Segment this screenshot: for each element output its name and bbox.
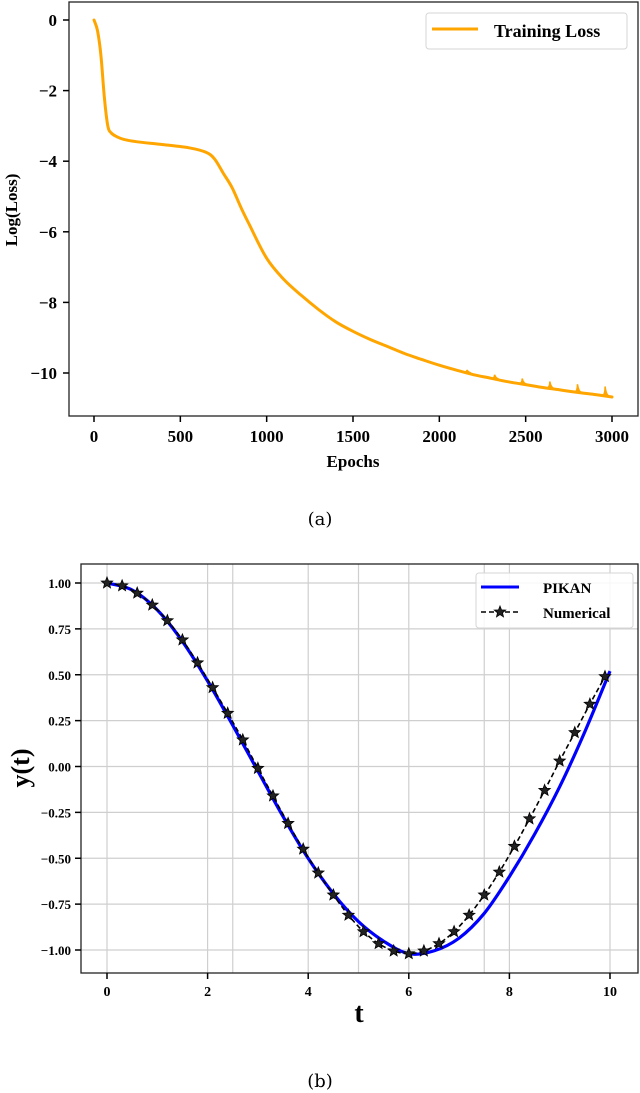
- y-tick-label: −4: [39, 152, 58, 171]
- x-tick-label: 500: [168, 427, 194, 446]
- star-marker: [386, 943, 401, 957]
- star-marker: [552, 753, 567, 767]
- star-marker: [583, 696, 597, 710]
- star-marker: [311, 865, 326, 879]
- x-tick-label: 0: [90, 427, 99, 446]
- y-tick-label: −0.75: [41, 897, 72, 912]
- x-tick-label: 2500: [509, 427, 543, 446]
- star-marker: [160, 613, 175, 627]
- y-tick-label: −10: [30, 364, 57, 383]
- caption-b: (b): [307, 1071, 333, 1092]
- x-tick-label: 10: [603, 985, 617, 1000]
- star-marker: [477, 887, 492, 901]
- x-tick-label: 2000: [422, 427, 456, 446]
- star-marker: [462, 908, 476, 921]
- star-marker: [115, 578, 129, 592]
- y-tick-label: 0.00: [48, 760, 71, 775]
- x-tick-label: 2: [204, 985, 211, 1000]
- star-marker: [130, 585, 144, 599]
- y-tick-label: 0: [49, 11, 58, 30]
- x-axis-label-b: t: [354, 998, 364, 1029]
- x-tick-label: 1500: [336, 427, 370, 446]
- x-tick-label: 1000: [250, 427, 284, 446]
- star-marker: [175, 632, 190, 646]
- y-tick-label: −6: [39, 223, 57, 242]
- y-tick-label: −0.50: [41, 851, 71, 866]
- star-marker: [326, 887, 341, 901]
- loss-chart: 0 500 1000 1500 2000 2500 3000 0 −2 −4 −6 −8 −10 Tra…: [2, 1, 639, 530]
- axes-b: 0 2 4 6 8 10 1.00 0.75 0.50 0.25 0.00 −0.25 −0.50 −0.…: [41, 563, 639, 1000]
- star-marker: [402, 946, 416, 960]
- star-marker: [568, 725, 582, 739]
- y-tick-label: −2: [39, 82, 57, 101]
- training-loss-line: [92, 18, 614, 399]
- star-marker: [522, 811, 537, 825]
- legend-label-training-loss: Training Loss: [494, 21, 600, 41]
- star-marker: [251, 761, 265, 775]
- y-tick-label: 1.00: [48, 576, 71, 591]
- star-marker: [296, 842, 310, 855]
- y-tick-label: 0.25: [48, 714, 71, 729]
- x-tick-label: 6: [405, 985, 412, 1000]
- legend-b: PIKAN Numerical: [475, 572, 634, 629]
- star-marker: [281, 816, 295, 830]
- star-marker: [100, 575, 114, 589]
- x-tick-label: 0: [104, 985, 111, 1000]
- y-tick-label: −0.25: [41, 805, 72, 820]
- star-marker: [220, 706, 235, 719]
- star-marker: [507, 839, 522, 853]
- grid-b: [81, 564, 638, 973]
- legend-label-pikan: PIKAN: [543, 581, 592, 597]
- y-tick-label: −8: [39, 293, 57, 312]
- x-tick-label: 8: [506, 985, 513, 1000]
- x-tick-label: 4: [305, 985, 312, 1000]
- solution-chart: 0 2 4 6 8 10 1.00 0.75 0.50 0.25 0.00 −0.25 −0.50 −0.…: [6, 563, 639, 1092]
- star-marker: [190, 655, 205, 669]
- y-tick-label: 0.75: [48, 622, 71, 637]
- caption-a: (a): [308, 509, 333, 530]
- star-marker: [266, 788, 280, 802]
- star-marker: [598, 669, 612, 683]
- legend-a: Training Loss: [425, 12, 628, 50]
- star-marker: [205, 680, 220, 694]
- x-tick-label: 3000: [595, 427, 629, 446]
- y-tick-label: −1.00: [41, 943, 71, 958]
- star-marker: [492, 864, 507, 878]
- legend-label-numerical: Numerical: [543, 606, 610, 622]
- star-marker: [417, 943, 431, 957]
- series-b: [100, 575, 612, 960]
- star-marker: [341, 908, 356, 921]
- axes-a: 0 500 1000 1500 2000 2500 3000 0 −2 −4 −6 −8 −10: [30, 1, 639, 446]
- star-marker: [447, 924, 461, 938]
- star-marker: [537, 783, 552, 797]
- star-marker: [356, 924, 371, 938]
- star-marker: [432, 936, 446, 950]
- x-axis-label-a: Epochs: [327, 452, 380, 471]
- y-tick-label: 0.50: [48, 668, 71, 683]
- star-marker: [371, 936, 386, 950]
- y-axis-label-b: y(t): [6, 749, 35, 788]
- star-marker: [145, 597, 160, 611]
- star-marker: [236, 732, 250, 746]
- y-axis-label-a: Log(Loss): [2, 174, 21, 247]
